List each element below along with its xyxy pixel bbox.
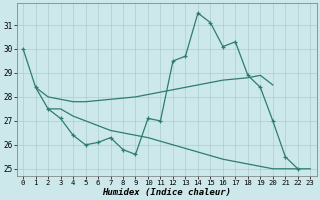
X-axis label: Humidex (Indice chaleur): Humidex (Indice chaleur): [102, 188, 231, 197]
